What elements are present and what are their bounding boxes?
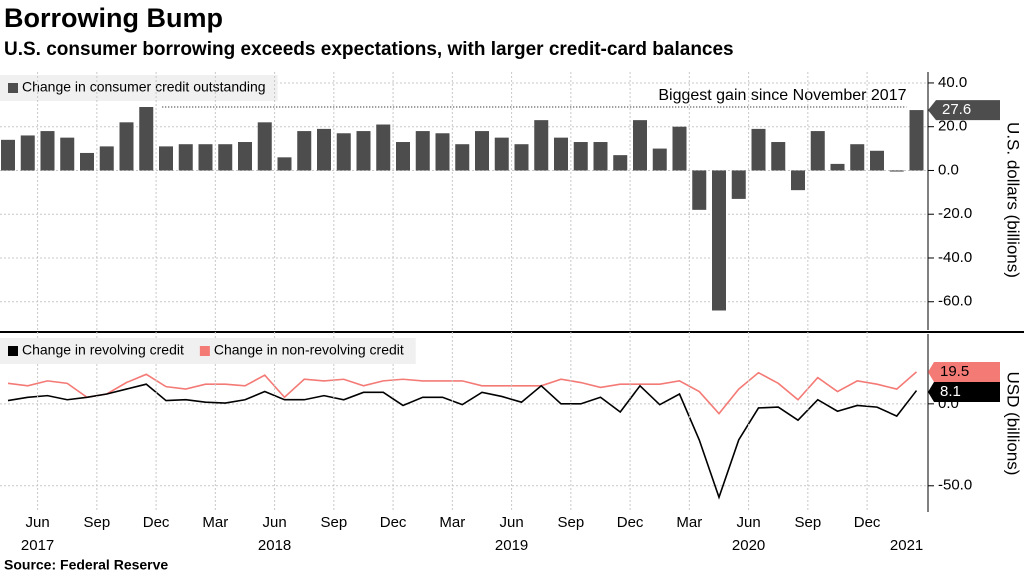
bar [593,142,608,171]
bar [336,133,351,171]
x-tick-label: Sep [794,514,821,531]
bar [554,137,568,171]
bar [712,170,726,311]
legend-bg [0,75,278,101]
bar [159,146,173,171]
y-tick-label: 20.0 [938,118,967,135]
bar [751,128,766,171]
y-axis-label: USD (billions) [1004,372,1023,476]
bar [99,146,114,171]
bar [810,131,825,171]
legend-label: Change in revolving credit [22,342,184,358]
bar [791,170,805,191]
bar [20,135,35,171]
x-tick-label: Jun [737,514,761,531]
bar [1,139,15,171]
bar [40,131,55,171]
bar [672,126,687,171]
x-tick-label: Mar [439,514,465,531]
bar [652,148,667,171]
bar [731,170,746,199]
y-tick-label: -60.0 [938,293,972,310]
x-tick-label: Jun [500,514,524,531]
y-tick-label: -50.0 [938,477,972,494]
bar [376,124,391,171]
bar [238,142,252,171]
x-year-label: 2018 [258,537,291,554]
x-tick-label: Sep [83,514,110,531]
x-tick-label: Sep [320,514,347,531]
bar [573,142,588,171]
bar [613,155,628,171]
x-tick-label: Dec [617,514,644,531]
y-tick-label: 40.0 [938,74,967,91]
x-tick-label: Dec [380,514,407,531]
value-label-box [928,100,1000,121]
bar [80,152,94,171]
x-tick-label: Mar [676,514,702,531]
x-tick-label: Sep [557,514,584,531]
bar [60,137,75,171]
source: Source: Federal Reserve [4,557,168,573]
y-axis-label: U.S. dollars (billions) [1004,122,1023,278]
subtitle: U.S. consumer borrowing exceeds expectat… [4,39,734,60]
bar [475,131,489,171]
value-label-box [928,382,1000,402]
bar [909,110,924,171]
annotation: Biggest gain since November 2017 [658,87,906,104]
bar [415,131,430,171]
legend-label: Change in non-revolving credit [214,342,404,358]
bar [870,150,884,171]
x-year-label: 2020 [732,537,765,554]
bar [494,137,509,171]
x-tick-label: Jun [263,514,287,531]
bar [889,170,904,172]
bar [514,144,529,171]
bar [692,170,707,210]
line [7,383,918,500]
bar [257,122,272,171]
bar [198,144,213,171]
line [7,371,918,415]
bar [633,120,647,171]
bar [534,120,549,171]
bar [830,163,845,171]
value-label: 27.6 [942,101,971,118]
y-tick-label: -20.0 [938,205,972,222]
bar [178,144,193,171]
legend-swatch [8,346,18,356]
y-tick-label: 0.0 [938,161,959,178]
legend-swatch [199,346,210,356]
bar [771,142,786,171]
bar [435,133,450,171]
bar [119,122,134,171]
value-label: 8.1 [940,383,961,400]
x-tick-label: Jun [26,514,50,531]
x-year-label: 2021 [890,537,923,554]
legend: Change in revolving credit Change in non-… [0,338,416,364]
bar [455,144,470,171]
bar [317,128,331,171]
legend: Change in consumer credit outstanding [0,75,278,101]
bar [297,131,312,171]
title: Borrowing Bump [4,3,223,33]
x-tick-label: Dec [854,514,881,531]
x-year-label: 2019 [495,537,528,554]
bar [850,144,865,171]
legend-swatch [8,83,18,93]
bar [396,142,410,171]
x-year-label: 2017 [21,537,54,554]
value-label: 19.5 [940,363,969,380]
x-tick-label: Dec [143,514,170,531]
bar [139,107,154,171]
bar [356,131,371,171]
bar [218,144,233,171]
value-label-box [928,362,1000,382]
y-tick-label: -40.0 [938,249,972,266]
x-tick-label: Mar [202,514,228,531]
bar [277,157,292,171]
legend-label: Change in consumer credit outstanding [22,79,266,95]
